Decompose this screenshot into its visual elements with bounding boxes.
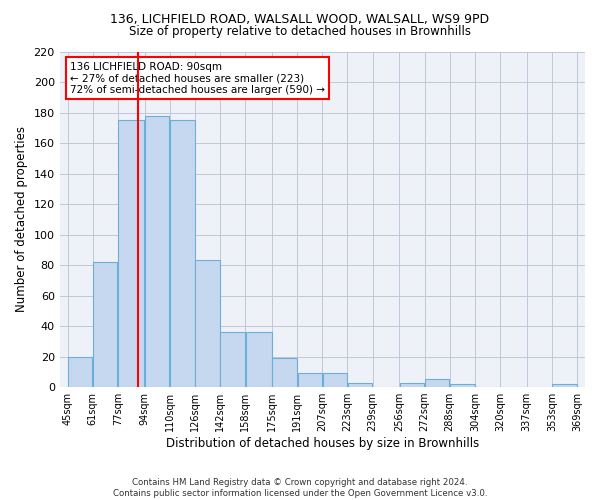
Bar [553,384,577,387]
Bar [93,262,118,387]
Bar [245,332,272,387]
Text: Size of property relative to detached houses in Brownhills: Size of property relative to detached ho… [129,25,471,38]
Text: 136, LICHFIELD ROAD, WALSALL WOOD, WALSALL, WS9 9PD: 136, LICHFIELD ROAD, WALSALL WOOD, WALSA… [110,12,490,26]
Bar [220,332,245,387]
Bar [170,120,194,387]
Text: Contains HM Land Registry data © Crown copyright and database right 2024.
Contai: Contains HM Land Registry data © Crown c… [113,478,487,498]
Bar [323,374,347,387]
Bar [400,382,424,387]
Bar [145,116,169,387]
Bar [298,374,322,387]
Bar [118,120,144,387]
X-axis label: Distribution of detached houses by size in Brownhills: Distribution of detached houses by size … [166,437,479,450]
Text: 136 LICHFIELD ROAD: 90sqm
← 27% of detached houses are smaller (223)
72% of semi: 136 LICHFIELD ROAD: 90sqm ← 27% of detac… [70,62,325,95]
Y-axis label: Number of detached properties: Number of detached properties [15,126,28,312]
Bar [68,356,92,387]
Bar [425,380,449,387]
Bar [196,260,220,387]
Bar [272,358,297,387]
Bar [348,382,372,387]
Bar [450,384,475,387]
